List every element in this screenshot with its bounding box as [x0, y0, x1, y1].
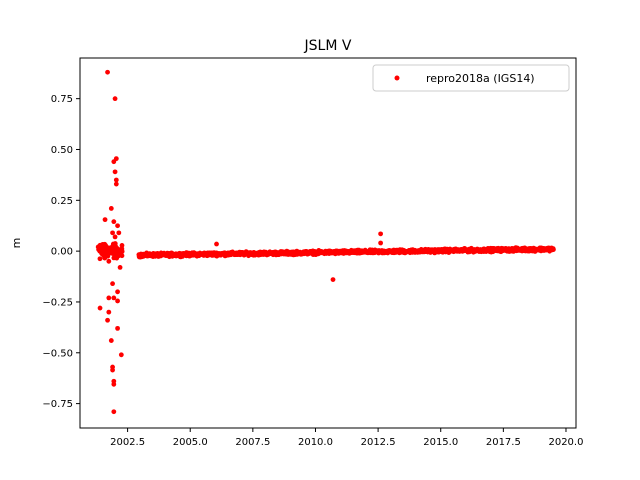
data-point: [330, 277, 336, 282]
data-point: [108, 206, 114, 211]
data-point: [111, 295, 117, 301]
data-point: [110, 241, 116, 247]
y-axis-label: m: [10, 238, 23, 249]
data-point: [111, 381, 117, 387]
data-point: [102, 255, 108, 261]
legend-marker: [394, 75, 400, 81]
x-tick-label: 2002.5: [110, 437, 145, 448]
x-tick-label: 2015.0: [423, 437, 458, 448]
data-points: [95, 69, 556, 415]
y-tick-label: −0.25: [42, 297, 73, 308]
y-tick-label: 0.25: [51, 196, 73, 207]
data-point: [378, 231, 384, 237]
y-tick-label: 0.00: [51, 247, 73, 258]
chart-title: JSLM V: [304, 38, 352, 54]
x-axis: 2002.5 2005.0 2007.5 2010.0 2012.5 2015.0 2017…: [110, 428, 583, 448]
data-point: [115, 298, 120, 304]
data-point: [105, 317, 110, 323]
data-point: [111, 159, 117, 165]
plot-area: [95, 69, 556, 415]
y-tick-label: −0.75: [42, 399, 73, 410]
data-point: [116, 230, 122, 236]
data-point: [112, 234, 118, 240]
data-point: [106, 309, 112, 315]
legend-label: repro2018a (IGS14): [426, 72, 535, 85]
data-point: [551, 247, 556, 252]
data-point: [214, 241, 219, 247]
data-point: [112, 169, 118, 175]
data-point: [111, 409, 117, 415]
data-point: [95, 244, 101, 250]
data-point: [113, 177, 119, 183]
data-point: [111, 219, 117, 225]
plot-frame: [79, 57, 577, 429]
data-point: [378, 240, 384, 246]
legend: repro2018a (IGS14): [372, 64, 570, 92]
data-point: [106, 295, 112, 301]
y-tick-label: 0.50: [51, 145, 73, 156]
data-point: [103, 243, 109, 248]
data-point: [106, 258, 112, 264]
data-point: [110, 230, 115, 236]
data-point: [115, 325, 120, 331]
data-point: [117, 265, 123, 270]
data-point: [97, 256, 103, 262]
data-point: [98, 248, 103, 254]
data-point: [115, 223, 120, 229]
data-point: [110, 281, 115, 287]
data-point: [110, 367, 115, 373]
x-tick-label: 2007.5: [235, 437, 270, 448]
data-point: [117, 250, 123, 256]
legend-box: [372, 64, 570, 92]
data-point: [108, 338, 114, 343]
data-point: [105, 69, 110, 75]
data-point: [113, 181, 119, 187]
x-tick-label: 2017.5: [486, 437, 521, 448]
data-point: [112, 96, 118, 102]
data-point: [104, 252, 110, 257]
x-tick-label: 2012.5: [361, 437, 396, 448]
data-point: [97, 305, 103, 311]
data-point: [119, 242, 125, 248]
data-point: [111, 255, 117, 261]
y-tick-label: 0.75: [51, 94, 73, 105]
y-axis: −0.75 −0.50 −0.25 0.00 0.25 0.50 0.75: [42, 94, 80, 410]
x-tick-label: 2010.0: [298, 437, 333, 448]
x-tick-label: 2005.0: [173, 437, 208, 448]
y-tick-label: −0.50: [42, 348, 73, 359]
data-point: [115, 289, 120, 295]
data-point: [118, 352, 124, 358]
data-point: [102, 217, 108, 223]
x-tick-label: 2020.0: [548, 437, 583, 448]
